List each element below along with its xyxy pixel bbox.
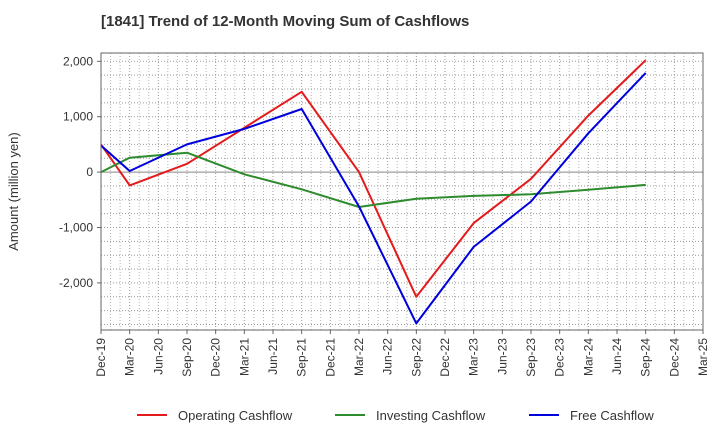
plot-frame-layer	[100, 52, 704, 331]
legend-label-3: Free Cashflow	[570, 408, 654, 423]
x-tick-label: Dec-24	[667, 338, 681, 377]
x-tick-label: Sep-24	[639, 338, 653, 377]
x-tick-label: Jun-22	[381, 338, 395, 375]
legend-label-1: Operating Cashflow	[178, 408, 293, 423]
x-tick-label: Jun-23	[495, 338, 509, 375]
x-tick-label: Dec-19	[94, 338, 108, 377]
x-axis-ticks: Dec-19 Mar-20 Jun-20 Sep-20 Dec-20 Mar-21 Jun-…	[94, 330, 710, 377]
x-tick-label: Mar-23	[467, 338, 481, 376]
y-axis-title: Amount (million yen)	[6, 132, 21, 251]
y-tick-label: 1,000	[63, 110, 93, 124]
x-tick-label: Jun-24	[610, 338, 624, 375]
x-tick-label: Mar-25	[696, 338, 710, 376]
y-axis-ticks: 2,000 1,000 0 -1,000 -2,000	[59, 54, 101, 290]
y-tick-label: 0	[86, 165, 93, 179]
x-tick-label: Dec-23	[553, 338, 567, 377]
x-tick-label: Mar-24	[581, 338, 595, 376]
x-tick-label: Sep-20	[180, 338, 194, 377]
series-layer	[100, 59, 647, 325]
x-tick-label: Mar-20	[123, 338, 137, 376]
x-tick-label: Dec-20	[209, 338, 223, 377]
series-line-3	[100, 72, 647, 325]
chart-title: [1841] Trend of 12-Month Moving Sum of C…	[101, 13, 470, 30]
x-tick-label: Jun-21	[266, 338, 280, 375]
x-tick-label: Sep-21	[295, 338, 309, 377]
x-tick-label: Sep-23	[524, 338, 538, 377]
plot-frame	[100, 52, 704, 331]
legend: Operating Cashflow Investing Cashflow Free…	[137, 408, 654, 423]
x-tick-label: Sep-22	[409, 338, 423, 377]
y-tick-label: -2,000	[59, 276, 93, 290]
x-tick-label: Mar-21	[237, 338, 251, 376]
x-tick-label: Jun-20	[151, 338, 165, 375]
y-tick-label: -1,000	[59, 221, 93, 235]
y-tick-label: 2,000	[63, 54, 93, 68]
legend-label-2: Investing Cashflow	[376, 408, 486, 423]
x-tick-label: Dec-22	[438, 338, 452, 377]
x-tick-label: Mar-22	[352, 338, 366, 376]
series-line-1	[100, 59, 647, 298]
x-tick-label: Dec-21	[323, 338, 337, 377]
grid	[100, 53, 704, 330]
